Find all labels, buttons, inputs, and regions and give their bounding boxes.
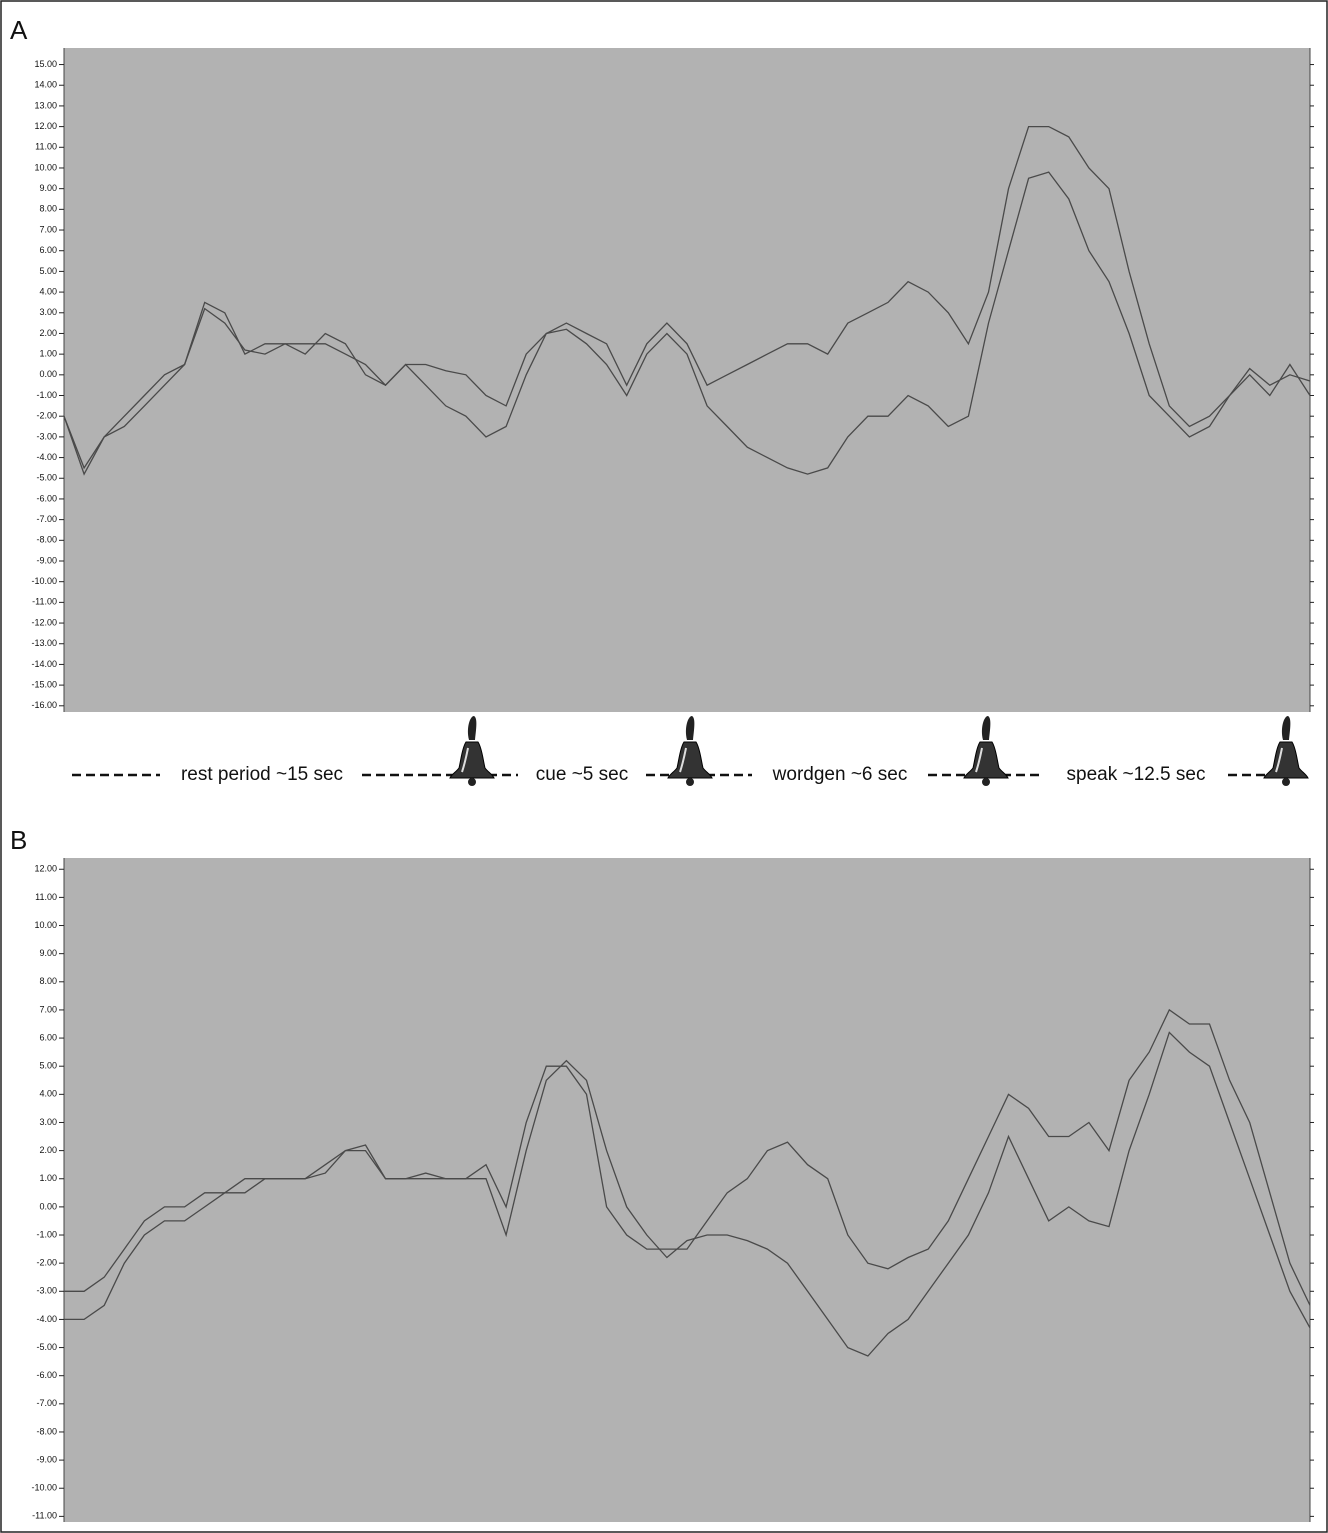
y-tick-label: 3.00 [39, 1117, 57, 1127]
annotation: rest period ~15 sec [181, 764, 343, 785]
y-tick-label: -15.00 [31, 679, 57, 689]
bell-body [963, 741, 1009, 779]
y-tick-label: -6.00 [36, 1370, 57, 1380]
y-tick-label: -7.00 [36, 1398, 57, 1408]
data-line [63, 125, 1311, 470]
annotation: wordgen ~6 sec [772, 764, 908, 785]
bell-shine [1275, 747, 1283, 773]
y-tick-label: -10.00 [31, 1483, 57, 1493]
timeline: rest period ~15 sec cue ~5 sec wordgen ~… [72, 764, 1270, 785]
y-tick-label: 15.00 [34, 59, 57, 69]
y-tick-label: 5.00 [39, 266, 57, 276]
y-tick-label: 2.00 [39, 328, 57, 338]
data-line [63, 171, 1311, 476]
y-tick-label: -14.00 [31, 659, 57, 669]
y-tick-label: 10.00 [34, 920, 57, 930]
bell-body [449, 741, 495, 779]
y-tick-label: -8.00 [36, 535, 57, 545]
y-tick-label: 1.00 [39, 349, 57, 359]
y-tick-label: 13.00 [34, 100, 57, 110]
y-tick-label: -16.00 [31, 700, 57, 710]
y-tick-label: -12.00 [31, 617, 57, 627]
y-tick-label: -4.00 [36, 452, 57, 462]
y-tick-label: 3.00 [39, 307, 57, 317]
annotation: cue ~5 sec [536, 764, 628, 785]
y-tick-label: 6.00 [39, 1032, 57, 1042]
y-tick-label: 11.00 [35, 892, 57, 902]
y-tick-label: 8.00 [39, 204, 57, 214]
y-tick-label: -13.00 [31, 638, 57, 648]
bell [963, 716, 1009, 786]
bell-shine [975, 747, 983, 773]
y-tick-label: -10.00 [31, 576, 57, 586]
annotation: speak ~12.5 sec [1067, 764, 1206, 785]
y-tick-label: -8.00 [36, 1426, 57, 1436]
bell [1263, 716, 1309, 786]
bell-body [1263, 741, 1309, 779]
bell [449, 716, 495, 786]
y-tick-label: 9.00 [39, 183, 57, 193]
bell-shine [679, 747, 687, 773]
data-line [64, 1031, 1311, 1357]
bell-handle [467, 716, 477, 740]
bell-clapper [1282, 778, 1290, 786]
y-tick-label: -1.00 [36, 390, 57, 400]
y-tick-label: 11.00 [35, 142, 57, 152]
y-tick-label: -1.00 [36, 1229, 57, 1239]
bell-clapper [468, 778, 476, 786]
bell-shine [461, 747, 469, 773]
y-tick-label: -11.00 [32, 597, 57, 607]
y-tick-label: -4.00 [36, 1314, 57, 1324]
panel-label: B [10, 825, 27, 855]
y-tick-label: -6.00 [36, 493, 57, 503]
y-tick-label: 9.00 [39, 948, 57, 958]
bell-handle [1281, 716, 1291, 740]
bell-clapper [982, 778, 990, 786]
y-tick-label: 12.00 [34, 864, 57, 874]
y-tick-label: 0.00 [39, 369, 57, 379]
y-tick-label: 1.00 [39, 1173, 57, 1183]
plot-area [64, 48, 1310, 712]
y-tick-label: -2.00 [36, 411, 57, 421]
bell [667, 716, 713, 786]
y-tick-label: -2.00 [36, 1258, 57, 1268]
y-tick-label: 4.00 [39, 286, 57, 296]
y-tick-label: -9.00 [36, 555, 57, 565]
y-tick-label: 14.00 [34, 80, 57, 90]
y-tick-label: 7.00 [39, 1004, 57, 1014]
y-tick-label: 8.00 [39, 976, 57, 986]
y-tick-label: 5.00 [39, 1061, 57, 1071]
bell-handle [685, 716, 695, 740]
y-tick-label: 6.00 [39, 245, 57, 255]
y-tick-label: 2.00 [39, 1145, 57, 1155]
bell-handle [981, 716, 991, 740]
y-tick-label: -9.00 [36, 1454, 57, 1464]
y-tick-label: -3.00 [36, 431, 57, 441]
y-tick-label: 4.00 [39, 1089, 57, 1099]
panel-label: A [10, 15, 28, 45]
y-tick-label: -5.00 [36, 473, 57, 483]
y-tick-label: -3.00 [36, 1286, 57, 1296]
bell-body [667, 741, 713, 779]
bell-clapper [686, 778, 694, 786]
y-tick-label: 10.00 [34, 162, 57, 172]
plot-area [64, 858, 1310, 1522]
y-tick-label: 7.00 [39, 224, 57, 234]
y-tick-label: -11.00 [32, 1511, 57, 1521]
y-tick-label: 12.00 [34, 121, 57, 131]
y-tick-label: 0.00 [39, 1201, 57, 1211]
y-tick-label: -5.00 [36, 1342, 57, 1352]
y-tick-label: -7.00 [36, 514, 57, 524]
